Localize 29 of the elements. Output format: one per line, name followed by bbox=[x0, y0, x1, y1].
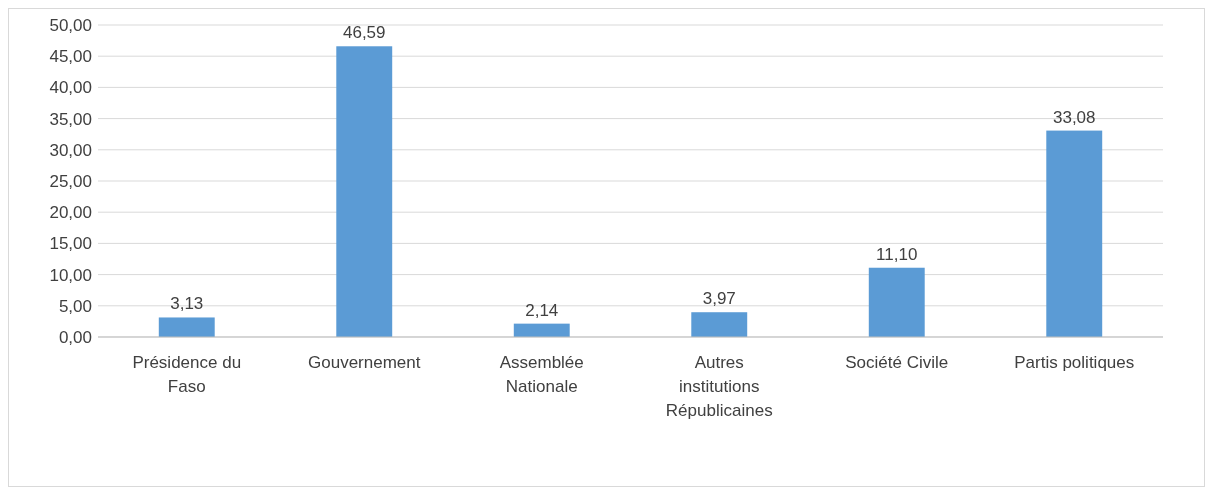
bar bbox=[1046, 130, 1103, 337]
bar bbox=[336, 46, 393, 337]
data-label: 46,59 bbox=[342, 23, 386, 43]
y-tick-label: 20,00 bbox=[49, 203, 92, 223]
y-tick-label: 50,00 bbox=[49, 15, 92, 35]
y-tick-label: 15,00 bbox=[49, 234, 92, 254]
bar bbox=[158, 317, 215, 337]
x-tick-label: Partis politiques bbox=[1014, 353, 1135, 372]
y-tick-label: 0,00 bbox=[58, 327, 92, 347]
y-tick-label: 5,00 bbox=[58, 296, 92, 316]
y-tick-label: 30,00 bbox=[49, 140, 92, 160]
bar bbox=[868, 267, 925, 337]
y-tick-label: 45,00 bbox=[49, 47, 92, 67]
x-tick-label: Présidence du Faso bbox=[132, 353, 242, 396]
x-tick-label: Autres institutions Républicaines bbox=[665, 353, 773, 420]
data-label: 3,13 bbox=[170, 294, 204, 314]
bar bbox=[513, 323, 570, 337]
x-tick-label: Assemblée Nationale bbox=[499, 353, 584, 396]
y-tick-label: 40,00 bbox=[49, 78, 92, 98]
y-tick-label: 10,00 bbox=[49, 265, 92, 285]
y-tick-label: 35,00 bbox=[49, 109, 92, 129]
x-tick-label: Société Civile bbox=[845, 353, 949, 372]
x-tick-label: Gouvernement bbox=[308, 353, 421, 372]
bar bbox=[691, 312, 748, 337]
data-label: 2,14 bbox=[525, 300, 559, 320]
y-tick-label: 25,00 bbox=[49, 171, 92, 191]
data-label: 33,08 bbox=[1052, 107, 1096, 127]
data-label: 11,10 bbox=[876, 244, 918, 264]
data-label: 3,97 bbox=[702, 289, 736, 309]
